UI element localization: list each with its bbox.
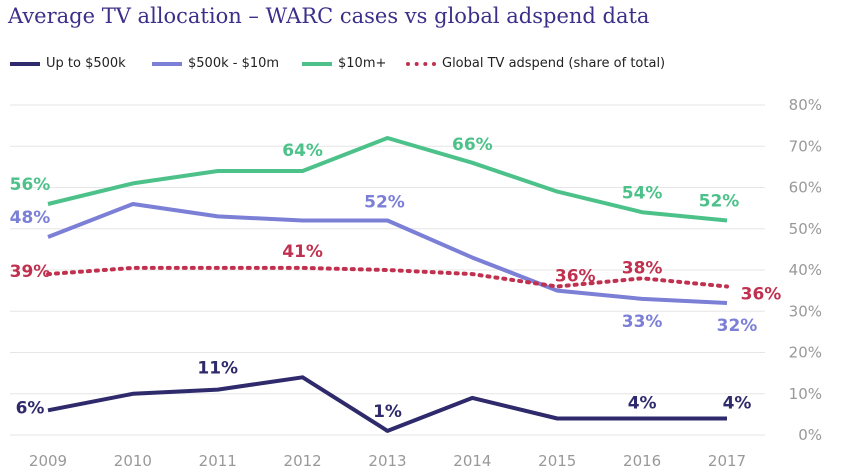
- x-tick-label: 2011: [199, 452, 237, 470]
- data-label: 36%: [741, 285, 782, 305]
- y-tick-label: 80%: [789, 96, 822, 114]
- legend-item-10m-plus: $10m+: [302, 56, 386, 71]
- x-tick-label: 2016: [623, 452, 661, 470]
- series-line-2: [47, 136, 728, 223]
- data-label: 32%: [717, 316, 758, 336]
- legend-swatch: [302, 61, 332, 66]
- legend-swatch: [152, 61, 182, 66]
- legend-label: Global TV adspend (share of total): [442, 56, 666, 71]
- data-label: 66%: [452, 135, 493, 155]
- legend-label: $10m+: [338, 56, 387, 71]
- data-label: 4%: [628, 394, 657, 414]
- y-tick-label: 60%: [789, 179, 822, 197]
- legend-label: $500k - $10m: [188, 56, 280, 71]
- series-line-1: [47, 202, 728, 305]
- x-tick-label: 2017: [708, 452, 746, 470]
- x-tick-label: 2015: [538, 452, 576, 470]
- x-axis-ticks: 2009 2010 2011 2012 2013 2014 2015 2016 2017: [29, 452, 746, 470]
- legend-item-up-to-500k: Up to $500k: [10, 56, 126, 71]
- data-label: 6%: [16, 398, 45, 418]
- legend-swatch: [10, 61, 40, 66]
- legend-label: Up to $500k: [46, 56, 126, 71]
- data-label: 11%: [197, 359, 238, 379]
- x-tick-label: 2014: [453, 452, 491, 470]
- series-line-3: [46, 265, 729, 289]
- data-label: 48%: [10, 208, 51, 228]
- y-tick-label: 0%: [798, 426, 822, 444]
- y-tick-label: 50%: [789, 220, 822, 238]
- y-tick-label: 10%: [789, 385, 822, 403]
- x-tick-label: 2012: [284, 452, 322, 470]
- data-label: 54%: [622, 183, 663, 203]
- y-tick-label: 70%: [789, 137, 822, 155]
- legend: Up to $500k $500k - $10m $10m+ Global TV…: [0, 56, 760, 80]
- data-label: 52%: [364, 193, 405, 213]
- data-label: 36%: [555, 267, 596, 287]
- y-tick-label: 20%: [789, 344, 822, 362]
- y-axis-ticks: 0% 10% 20% 30% 40% 50% 60% 70% 80%: [789, 96, 822, 444]
- data-label: 4%: [723, 394, 752, 414]
- data-label: 52%: [699, 192, 740, 212]
- data-label: 33%: [622, 312, 663, 332]
- x-tick-label: 2009: [29, 452, 67, 470]
- data-label: 39%: [10, 262, 51, 282]
- chart-title: Average TV allocation – WARC cases vs gl…: [8, 4, 650, 28]
- x-tick-label: 2013: [368, 452, 406, 470]
- legend-swatch: [406, 61, 436, 66]
- series-line-0: [47, 375, 727, 433]
- data-label: 1%: [373, 402, 402, 422]
- data-label: 64%: [282, 141, 323, 161]
- legend-item-500k-10m: $500k - $10m: [152, 56, 279, 71]
- data-labels: 6% 11% 1% 4% 4% 48% 52% 33% 32% 56% 64% 66% 54% 52% 39…: [10, 135, 782, 422]
- gridlines: [10, 104, 765, 436]
- data-label: 56%: [10, 175, 51, 195]
- x-tick-label: 2010: [114, 452, 152, 470]
- data-label: 41%: [282, 242, 323, 262]
- series-lines: [46, 136, 729, 433]
- data-label: 38%: [622, 258, 663, 278]
- y-tick-label: 40%: [789, 261, 822, 279]
- legend-item-global-tv-adspend: Global TV adspend (share of total): [406, 56, 665, 71]
- y-tick-label: 30%: [789, 302, 822, 320]
